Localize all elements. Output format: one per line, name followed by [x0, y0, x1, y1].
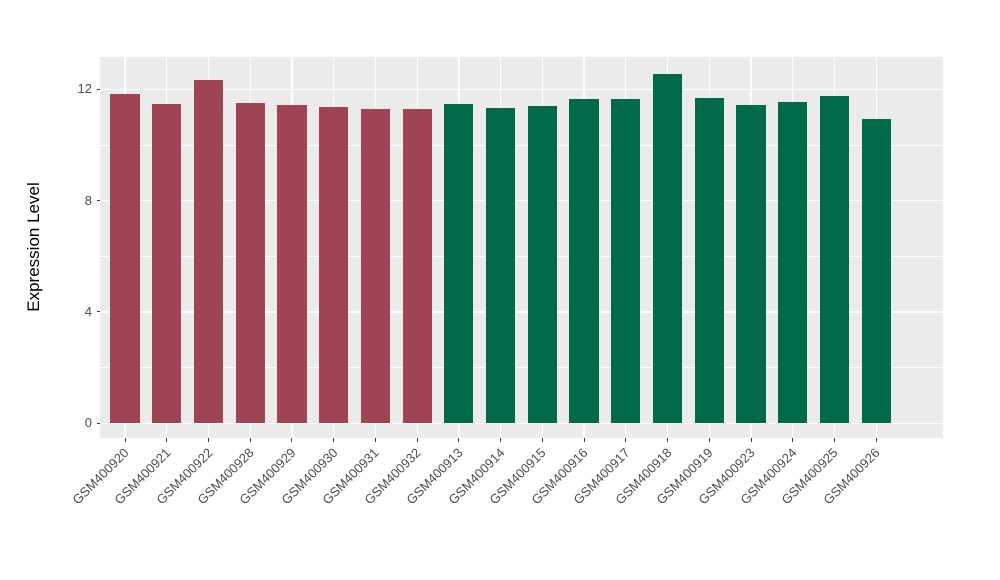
bar [569, 99, 599, 424]
bar [611, 98, 641, 424]
bar [110, 94, 140, 424]
x-tick [583, 438, 585, 442]
x-tick [124, 438, 126, 442]
bar [694, 98, 724, 424]
x-tick [208, 438, 209, 442]
x-tick [500, 438, 502, 442]
x-tick [708, 438, 710, 442]
x-tick [249, 438, 251, 442]
x-tick [166, 438, 168, 442]
bar [444, 103, 474, 424]
gridline-minor-horizontal [100, 255, 943, 257]
plot-panel [100, 57, 943, 438]
x-tick [333, 438, 335, 442]
x-tick [833, 438, 835, 442]
gridline-major-horizontal [100, 422, 943, 425]
bar [193, 80, 224, 424]
bar [736, 105, 766, 424]
y-tick-label: 0 [84, 415, 92, 431]
y-tick [96, 422, 100, 424]
x-tick [750, 438, 752, 442]
bar [778, 102, 808, 424]
gridline-major-horizontal [100, 311, 943, 313]
gridline-major-horizontal [100, 199, 943, 202]
x-tick [541, 438, 543, 442]
x-tick [291, 438, 293, 442]
y-tick-label: 12 [77, 81, 92, 97]
y-tick-label: 4 [84, 303, 92, 319]
y-tick [96, 88, 100, 90]
bar [861, 118, 891, 424]
bar [360, 109, 391, 424]
y-tick [96, 200, 100, 202]
gridline-minor-horizontal [100, 144, 943, 146]
bar [527, 106, 557, 424]
x-tick [374, 438, 376, 442]
bar [486, 107, 516, 424]
y-axis-title: Expression Level [24, 182, 43, 312]
gridline-minor-horizontal [100, 367, 943, 369]
bar [319, 107, 349, 424]
bar [402, 109, 432, 424]
x-tick [792, 438, 794, 442]
x-tick [416, 438, 418, 442]
y-tick-label: 8 [84, 192, 92, 208]
bar [652, 74, 683, 424]
bar [277, 104, 307, 424]
x-tick-label: GSM400926 [820, 445, 883, 508]
x-tick [625, 438, 627, 442]
x-tick [458, 438, 460, 442]
x-tick [875, 438, 877, 442]
bar [152, 103, 182, 424]
bar [235, 103, 265, 424]
gridline-major-horizontal [100, 88, 943, 91]
bar [819, 96, 850, 424]
y-tick [96, 311, 100, 313]
x-tick [667, 438, 669, 442]
